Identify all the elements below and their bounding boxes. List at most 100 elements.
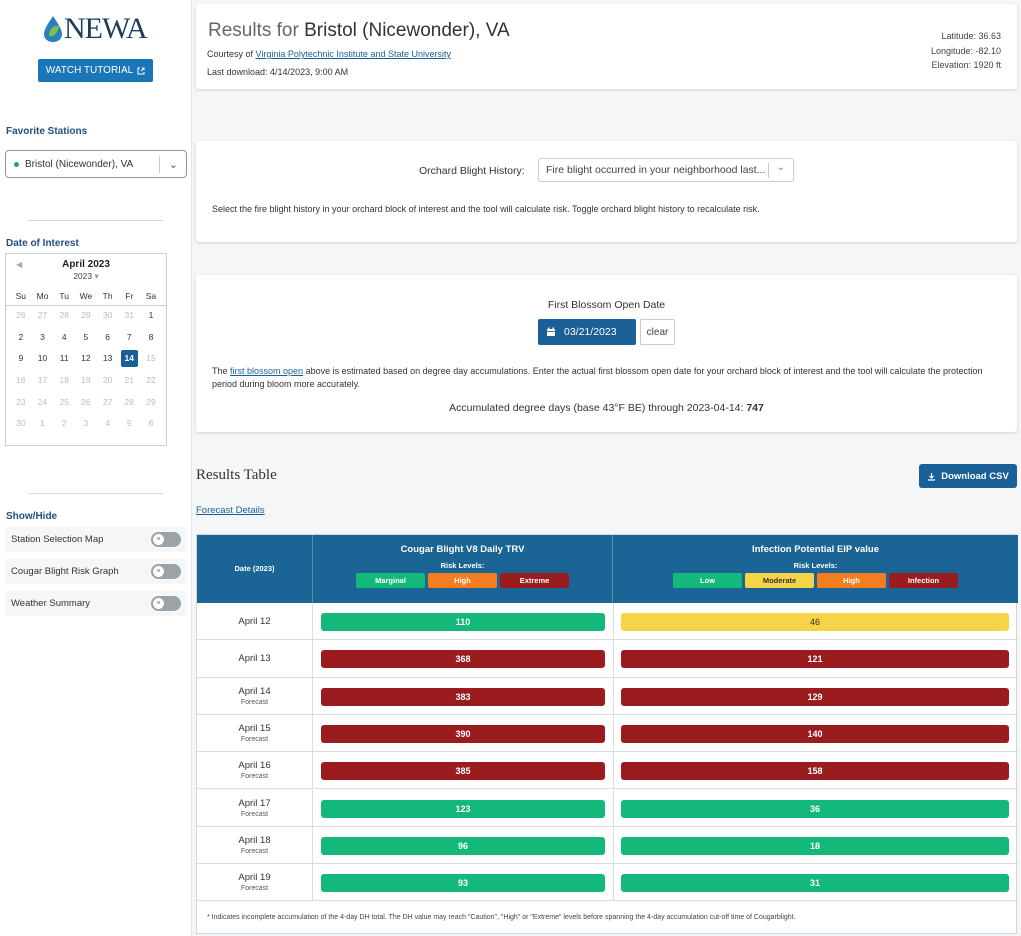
risk-legend-item: Moderate [745, 573, 814, 588]
calendar-day[interactable]: 10 [37, 353, 48, 364]
eip-legend: Low Moderate High Infection [613, 573, 1018, 588]
courtesy-line: Courtesy of Virginia Polytechnic Institu… [207, 49, 451, 59]
show-hide-heading: Show/Hide [6, 511, 58, 522]
calendar-year-select[interactable]: 2023 ▾ [6, 271, 166, 282]
calendar-weekday: Fr [125, 291, 134, 301]
newa-logo[interactable]: NEWA [42, 12, 148, 46]
calendar-day[interactable]: 3 [40, 331, 45, 342]
blossom-help-text: The first blossom open above is estimate… [212, 365, 992, 391]
download-csv-button[interactable]: Download CSV [919, 464, 1017, 488]
calendar-day: 29 [146, 396, 156, 407]
column-separator [613, 826, 614, 864]
calendar-day: 20 [102, 375, 113, 386]
calendar-day[interactable]: 7 [126, 331, 132, 342]
calendar-day[interactable]: 8 [148, 331, 154, 342]
favorite-station-select[interactable]: Bristol (Nicewonder), VA ⌄ [5, 150, 187, 178]
forecast-label: Forecast [240, 847, 269, 855]
column-separator [613, 789, 614, 826]
risk-legend-item: Low [673, 573, 742, 588]
calendar-weekday: Th [102, 291, 113, 301]
toggle-label: Cougar Blight Risk Graph [11, 566, 119, 577]
calendar-day[interactable]: 12 [81, 353, 91, 364]
forecast-details-link[interactable]: Forecast Details [196, 505, 265, 516]
toggle-switch[interactable]: × [151, 532, 181, 547]
row-date-cell: April 19 Forecast [197, 864, 313, 901]
first-blossom-date-button[interactable]: 03/21/2023 [538, 319, 636, 345]
sidebar-divider [28, 220, 163, 221]
calendar-day: 28 [59, 310, 69, 320]
calendar-day[interactable]: 9 [18, 353, 24, 364]
eip-column-header: Infection Potential EIP value Risk Level… [613, 535, 1018, 603]
row-date: April 19 [238, 872, 271, 884]
table-row: April 12 110 46 [197, 603, 1018, 641]
calendar-day[interactable]: 14 [118, 348, 140, 370]
column-separator [613, 752, 614, 789]
calendar-day: 22 [146, 375, 156, 386]
row-date-cell: April 16 Forecast [197, 752, 313, 789]
previous-month-icon[interactable]: ◀ [16, 260, 23, 269]
watch-tutorial-button[interactable]: WATCH TUTORIAL [38, 59, 153, 82]
date-calendar: ◀ April 2023 2023 ▾ Su Mo Tu We Th Fr Sa 26 27 28… [5, 253, 167, 446]
calendar-day: 30 [102, 310, 113, 320]
forecast-label: Forecast [240, 698, 269, 706]
clear-date-button[interactable]: clear [640, 319, 675, 345]
forecast-label: Forecast [240, 885, 269, 893]
row-date: April 12 [238, 615, 271, 627]
calendar-day[interactable]: 5 [83, 331, 89, 342]
toggle-switch[interactable]: × [151, 564, 181, 579]
trv-column-header: Cougar Blight V8 Daily TRV Risk Levels: … [313, 535, 613, 603]
download-icon [928, 472, 936, 481]
toggle-label: Station Selection Map [11, 534, 104, 545]
caret-down-icon: ▾ [94, 271, 99, 281]
eip-value-bar: 121 [621, 650, 1009, 669]
column-separator [613, 864, 614, 901]
first-blossom-label: First Blossom Open Date [547, 299, 666, 311]
date-column-header: Date (2023) [197, 535, 313, 603]
chevron-down-icon[interactable]: ⌄ [168, 159, 178, 171]
calendar-day: 3 [83, 418, 89, 429]
calendar-day[interactable]: 6 [105, 331, 110, 342]
column-separator [613, 677, 614, 714]
risk-legend-item: Extreme [500, 573, 569, 588]
calendar-day[interactable]: 2 [18, 331, 24, 342]
calendar-weekday: We [79, 291, 93, 301]
blossom-help-prefix: The [212, 366, 228, 376]
trv-value-bar: 96 [321, 836, 605, 855]
eip-value-bar: 31 [621, 874, 1009, 893]
row-date-cell: April 14 Forecast [197, 677, 313, 714]
results-table: Date (2023) Cougar Blight V8 Daily TRV R… [196, 534, 1018, 934]
blossom-help-rest: above is estimated based on degree day a… [212, 366, 983, 389]
row-date-cell: April 17 Forecast [197, 789, 313, 826]
first-blossom-open-link[interactable]: first blossom open [230, 366, 304, 376]
eip-value-bar: 36 [621, 799, 1009, 818]
calendar-day: 6 [148, 418, 154, 429]
trv-value-bar: 123 [321, 799, 605, 818]
calendar-day[interactable]: 13 [102, 353, 113, 364]
trv-column-title: Cougar Blight V8 Daily TRV [400, 544, 525, 555]
date-column-label: Date (2023) [234, 564, 275, 573]
table-row: April 19 Forecast 93 31 [197, 864, 1018, 902]
calendar-day[interactable]: 1 [148, 310, 154, 320]
calendar-day: 29 [81, 310, 91, 320]
toggle-switch[interactable]: × [151, 596, 181, 611]
table-row: April 13 368 121 [197, 640, 1018, 678]
toggle-knob-x-icon: × [153, 534, 164, 545]
calendar-year-label: 2023 [73, 271, 93, 281]
row-date: April 17 [238, 797, 271, 809]
calendar-day[interactable]: 4 [61, 331, 67, 342]
trv-value-bar: 93 [321, 874, 605, 893]
blight-history-select[interactable]: Fire blight occurred in your neighborhoo… [538, 158, 794, 182]
calendar-day[interactable]: 11 [59, 353, 69, 364]
row-date: April 15 [238, 723, 271, 735]
first-blossom-date: 03/21/2023 [564, 326, 617, 338]
select-separator [159, 156, 160, 173]
blight-history-value: Fire blight occurred in your neighborhoo… [546, 164, 766, 176]
forecast-label: Forecast [240, 810, 269, 818]
chevron-down-icon[interactable]: ⌄ [776, 162, 785, 173]
calendar-day: 25 [59, 396, 69, 407]
table-row: April 14 Forecast 383 129 [197, 677, 1018, 715]
row-date-cell: April 18 Forecast [197, 826, 313, 864]
trv-value-bar: 385 [321, 762, 605, 781]
table-row: April 16 Forecast 385 158 [197, 752, 1018, 790]
courtesy-link[interactable]: Virginia Polytechnic Institute and State… [255, 49, 451, 59]
